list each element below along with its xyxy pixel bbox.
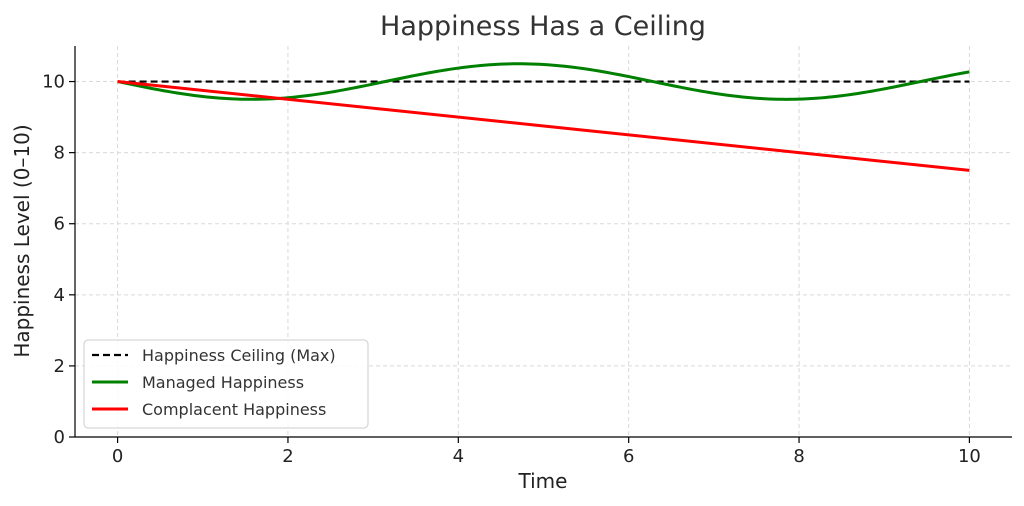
legend-frame <box>83 339 369 429</box>
y-tick-label-4: 8 <box>54 143 65 164</box>
y-tick-label-0: 0 <box>54 427 65 448</box>
y-tick-label-2: 4 <box>54 285 65 306</box>
y-tick-label-3: 6 <box>54 214 65 235</box>
x-tick-label-0: 0 <box>112 446 123 467</box>
x-tick-label-1: 2 <box>282 446 293 467</box>
y-axis-label: Happiness Level (0–10) <box>10 124 34 357</box>
chart-title: Happiness Has a Ceiling <box>380 11 706 42</box>
axis-ticks: 0 2 4 6 8 10 0 2 4 6 8 10 <box>42 72 981 467</box>
x-tick-label-3: 6 <box>623 446 634 467</box>
legend-label-1: Managed Happiness <box>142 373 304 392</box>
y-tick-label-5: 10 <box>42 72 65 93</box>
x-axis-label: Time <box>518 469 568 493</box>
x-tick-label-5: 10 <box>958 446 981 467</box>
legend-label-2: Complacent Happiness <box>142 400 326 419</box>
x-tick-label-2: 4 <box>453 446 464 467</box>
legend-label-0: Happiness Ceiling (Max) <box>142 346 336 365</box>
series-line-2 <box>117 80 970 172</box>
plot-series <box>117 62 970 172</box>
y-tick-label-1: 2 <box>54 356 65 377</box>
x-tick-label-4: 8 <box>793 446 804 467</box>
series-line-1 <box>117 62 970 101</box>
legend: Happiness Ceiling (Max) Managed Happiness… <box>83 339 369 429</box>
